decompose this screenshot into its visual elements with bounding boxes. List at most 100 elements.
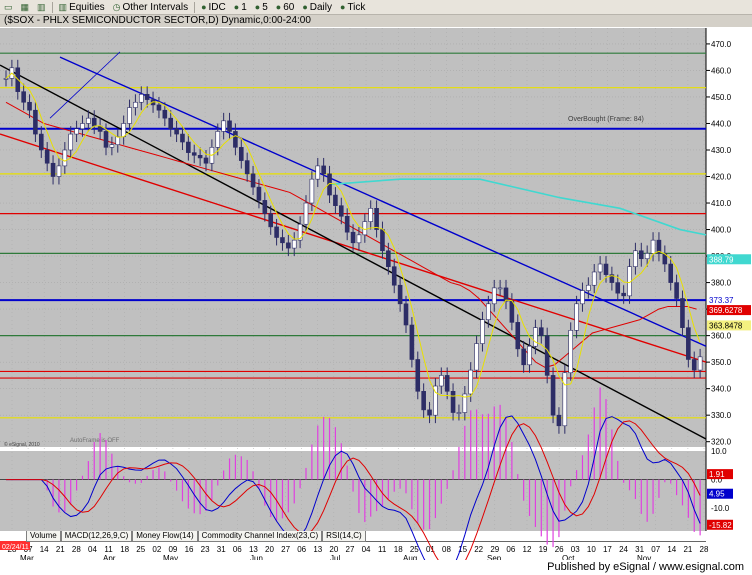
price-candle — [221, 120, 226, 132]
x-tick-label: 17 — [603, 545, 612, 554]
study-tab[interactable]: Volume — [26, 531, 61, 542]
price-candle — [50, 162, 56, 177]
price-candle — [138, 93, 144, 103]
price-candle — [68, 133, 74, 151]
x-tick-label: 13 — [249, 545, 258, 554]
dot-icon: ● — [302, 2, 308, 12]
price-candle — [238, 147, 244, 161]
toolbar-item-60[interactable]: ● 60 — [272, 0, 299, 14]
x-tick-label: 06 — [297, 545, 306, 554]
macd-tick-label: 10.0 — [711, 447, 727, 456]
x-tick-label: 25 — [410, 545, 419, 554]
price-candle — [62, 149, 68, 167]
toolbar-item-grid-icon[interactable]: ▦ — [17, 0, 34, 14]
price-candle — [303, 202, 309, 225]
price-candle — [186, 141, 191, 153]
toolbar-item-daily[interactable]: ● Daily — [298, 0, 336, 14]
x-tick-label: 26 — [555, 545, 564, 554]
x-tick-label: 18 — [394, 545, 403, 554]
price-candle — [44, 149, 50, 164]
price-candle — [174, 128, 179, 135]
price-candle — [638, 250, 644, 260]
x-tick-label: 06 — [506, 545, 515, 554]
price-candle — [609, 274, 615, 283]
x-tick-label: 23 — [201, 545, 210, 554]
price-candle — [697, 356, 703, 371]
price-candle — [362, 221, 368, 236]
price-candle — [521, 348, 526, 366]
study-tab[interactable]: MACD(12,26,9,C) — [60, 531, 133, 542]
price-candle — [397, 284, 403, 305]
price-candle — [162, 109, 168, 119]
month-label: Mar — [20, 554, 34, 560]
price-candle — [462, 393, 468, 413]
toolbar-item-bars-icon[interactable]: ▥ — [33, 0, 50, 14]
price-label: 388.79 — [709, 255, 734, 264]
price-candle — [409, 324, 415, 360]
price-candle — [156, 104, 162, 111]
price-chart[interactable]: 320.0330.0340.0350.0360.0370.0380.0390.0… — [0, 0, 752, 560]
price-candle — [338, 205, 344, 217]
date-box — [0, 541, 30, 550]
price-candle — [168, 117, 174, 130]
dot-icon: ● — [275, 2, 282, 12]
toolbar-item-5[interactable]: ● 5 — [251, 0, 272, 14]
x-tick-label: 10 — [587, 545, 596, 554]
toolbar-separator — [51, 1, 53, 13]
study-tab[interactable]: RSI(14,C) — [322, 531, 366, 542]
price-candle — [38, 133, 44, 151]
x-tick-label: 25 — [136, 545, 145, 554]
price-candle — [256, 186, 262, 201]
price-candle — [544, 335, 550, 376]
price-candle — [444, 375, 450, 392]
toolbar-item-label: Tick — [347, 1, 366, 13]
black-trend-line — [0, 64, 707, 440]
study-tab[interactable]: Commodity Channel Index(23,C) — [197, 531, 323, 542]
price-candle — [350, 231, 356, 244]
y-tick-label: 440.0 — [711, 119, 732, 128]
toolbar-item-1[interactable]: ● 1 — [230, 0, 251, 14]
price-label-box — [707, 305, 751, 316]
toolbar-item-tick[interactable]: ● Tick — [336, 0, 369, 14]
price-candle — [580, 290, 585, 305]
price-candle — [133, 101, 138, 108]
month-label: Jun — [250, 554, 263, 560]
macd-label-box — [707, 469, 733, 480]
x-tick-label: 14 — [667, 545, 676, 554]
x-tick-label: 15 — [458, 545, 467, 554]
toolbar-item-idc[interactable]: ● IDC — [197, 0, 230, 14]
price-candle — [450, 391, 456, 413]
toolbar-item-other-intervals[interactable]: ◷ Other Intervals — [109, 0, 192, 14]
study-tab[interactable]: Money Flow(14) — [132, 531, 198, 542]
price-candle — [656, 239, 662, 254]
blue-trend-line-short — [49, 51, 121, 119]
toolbar-item-equities[interactable]: ▥ Equities — [55, 0, 109, 14]
date-box-label: 02/24/11 — [2, 544, 29, 551]
price-candle — [327, 173, 332, 196]
price-candle — [486, 303, 491, 321]
x-tick-label: 28 — [700, 545, 709, 554]
month-label: Oct — [562, 554, 575, 560]
x-tick-label: 21 — [56, 545, 65, 554]
x-tick-label: 29 — [490, 545, 499, 554]
y-tick-label: 360.0 — [711, 332, 732, 341]
toolbar-item-label: Equities — [69, 1, 105, 13]
x-tick-label: 24 — [619, 545, 628, 554]
price-candle — [591, 271, 597, 286]
price-candle — [274, 226, 279, 238]
y-tick-label: 380.0 — [711, 279, 732, 288]
y-tick-label: 420.0 — [711, 173, 732, 182]
toolbar-item-page-icon[interactable]: ▭ — [0, 0, 17, 14]
price-candle — [250, 173, 256, 188]
price-candle — [244, 160, 250, 175]
y-tick-label: 320.0 — [711, 438, 732, 447]
bars-icon: ▥ — [58, 1, 68, 12]
price-candle — [438, 375, 444, 387]
x-tick-label: 08 — [442, 545, 451, 554]
x-tick-label: 14 — [40, 545, 49, 554]
price-candle — [115, 136, 121, 145]
price-candle — [280, 237, 285, 244]
price-candle — [91, 117, 97, 127]
x-tick-label: 18 — [120, 545, 129, 554]
y-tick-label: 430.0 — [711, 146, 732, 155]
